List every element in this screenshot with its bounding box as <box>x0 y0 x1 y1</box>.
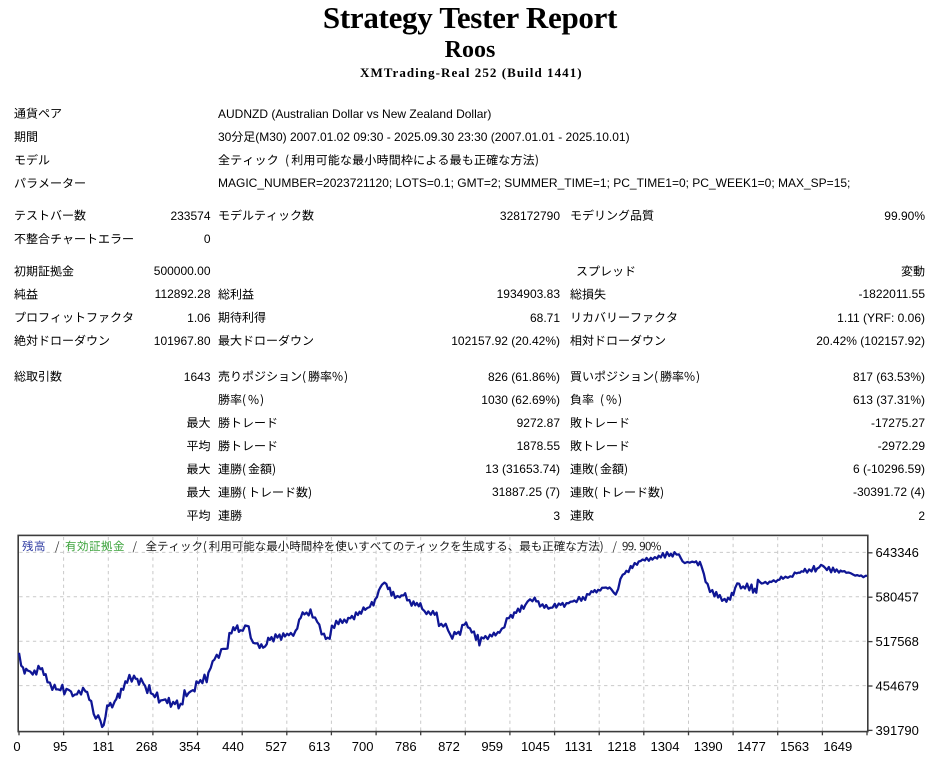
svg-text:700: 700 <box>352 739 374 754</box>
svg-text:1131: 1131 <box>565 739 593 754</box>
svg-text:959: 959 <box>481 739 503 754</box>
svg-text:181: 181 <box>93 739 115 754</box>
svg-text:1218: 1218 <box>607 739 636 754</box>
svg-text:440: 440 <box>222 739 244 754</box>
svg-text:354: 354 <box>179 739 201 754</box>
svg-text:391790: 391790 <box>876 723 919 738</box>
svg-text:1477: 1477 <box>737 739 766 754</box>
svg-text:454679: 454679 <box>876 678 919 693</box>
svg-text:1649: 1649 <box>823 739 852 754</box>
svg-text:95: 95 <box>53 739 67 754</box>
svg-text:643346: 643346 <box>876 545 919 560</box>
svg-text:1390: 1390 <box>694 739 723 754</box>
svg-text:1563: 1563 <box>780 739 809 754</box>
svg-text:1304: 1304 <box>651 739 680 754</box>
svg-text:527: 527 <box>265 739 287 754</box>
svg-text:786: 786 <box>395 739 417 754</box>
svg-text:872: 872 <box>438 739 460 754</box>
svg-text:268: 268 <box>136 739 158 754</box>
svg-text:1045: 1045 <box>521 739 550 754</box>
svg-text:613: 613 <box>309 739 331 754</box>
svg-text:517568: 517568 <box>876 634 919 649</box>
svg-text:580457: 580457 <box>876 590 919 605</box>
svg-text:0: 0 <box>13 739 20 754</box>
